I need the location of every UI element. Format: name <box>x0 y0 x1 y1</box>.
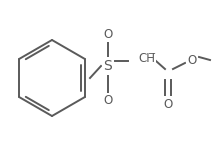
Text: −: − <box>148 49 156 59</box>
Text: O: O <box>103 27 113 40</box>
Text: S: S <box>104 59 112 73</box>
Text: O: O <box>163 98 173 111</box>
Text: CH: CH <box>138 52 155 65</box>
Text: O: O <box>103 94 113 107</box>
Text: O: O <box>187 53 197 66</box>
